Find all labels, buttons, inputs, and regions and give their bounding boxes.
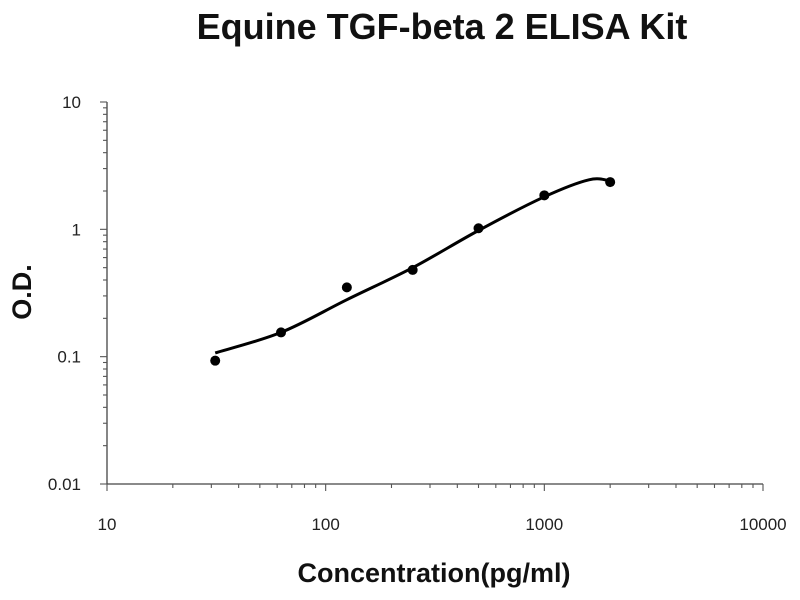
- y-axis-ticks: [100, 101, 107, 485]
- x-tick-label: 100: [311, 515, 339, 534]
- x-axis-label: Concentration(pg/ml): [298, 558, 571, 588]
- y-tick-label: 10: [62, 93, 81, 112]
- chart-title: Equine TGF-beta 2 ELISA Kit: [197, 6, 688, 47]
- x-tick-label: 1000: [525, 515, 563, 534]
- axes: [106, 102, 763, 485]
- data-point: [539, 190, 550, 201]
- data-point: [407, 264, 418, 275]
- y-tick-label: 0.01: [48, 475, 81, 494]
- data-point: [341, 282, 352, 293]
- x-axis-ticks: [106, 484, 764, 491]
- data-point: [210, 355, 221, 366]
- y-tick-label: 0.1: [57, 348, 81, 367]
- data-point: [276, 327, 287, 338]
- data-point: [473, 223, 484, 234]
- x-axis-tick-labels: 10 100 1000 10000: [98, 515, 787, 534]
- y-tick-label: 1: [72, 220, 81, 239]
- x-tick-label: 10000: [739, 515, 786, 534]
- x-tick-label: 10: [98, 515, 117, 534]
- y-axis-tick-labels: 0.01 0.1 1 10: [48, 93, 81, 494]
- data-points: [210, 177, 616, 366]
- data-point: [605, 177, 616, 188]
- y-axis-label: O.D.: [7, 264, 37, 320]
